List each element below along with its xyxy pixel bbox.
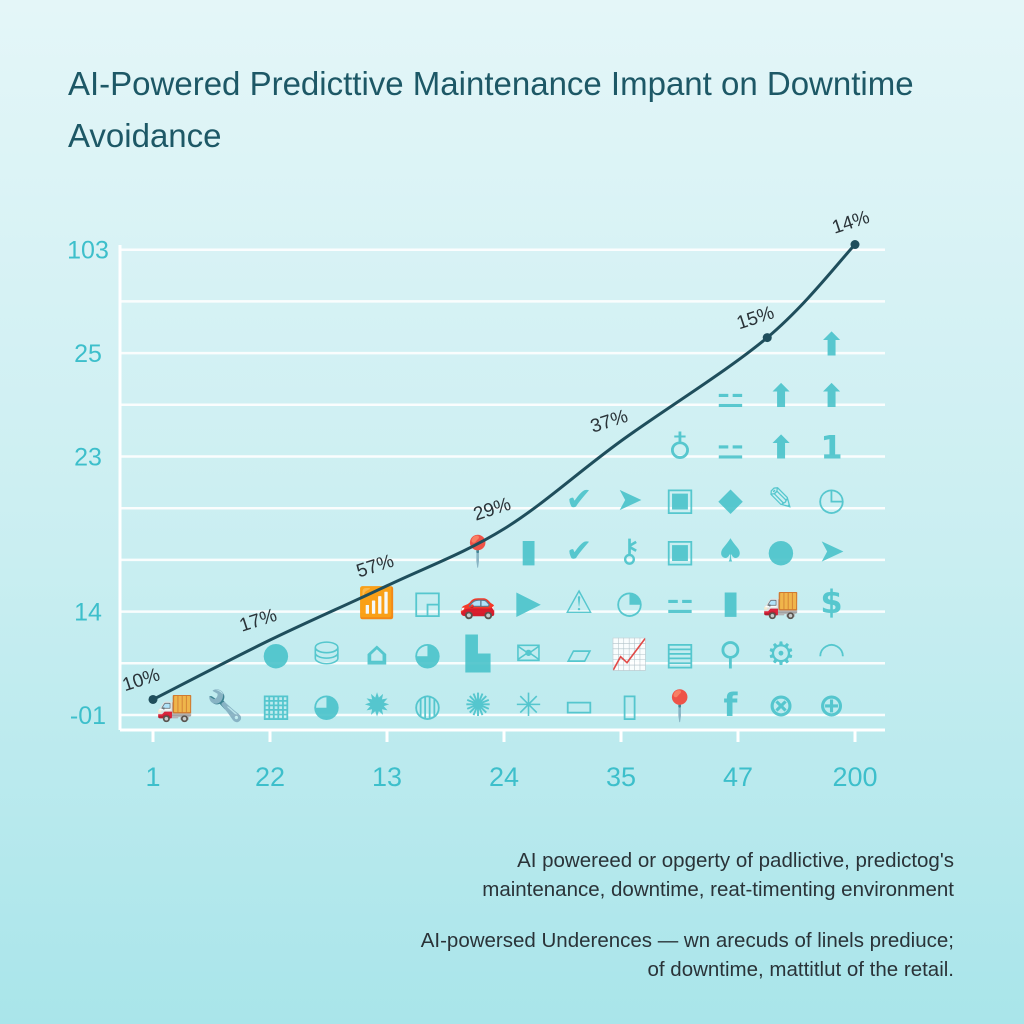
- caption-1: AI powereed or opgerty of padlictive, pr…: [482, 846, 954, 904]
- pictogram-icon: $: [820, 583, 842, 621]
- pictogram-icon: f: [724, 686, 739, 724]
- data-label: 57%: [354, 551, 397, 583]
- pictogram-icon: ◍: [414, 686, 442, 724]
- caption-2: AI-powersed Underences — wn arecuds of l…: [421, 926, 954, 984]
- x-tick-label: 200: [832, 762, 877, 792]
- pictogram-icon: ⬆: [768, 377, 795, 415]
- caption-1-line-2: maintenance, downtime, reat-timenting en…: [482, 878, 954, 901]
- caption-1-line-1: AI powereed or opgerty of padlictive, pr…: [517, 849, 954, 872]
- pictogram-icon: ▣: [665, 532, 695, 570]
- y-tick-label: 14: [74, 599, 102, 627]
- x-tick-label: 1: [145, 762, 160, 792]
- pictogram-icon: ⛁: [313, 635, 340, 673]
- pictogram-icon: ◕: [313, 686, 341, 724]
- pictogram-icon: 🔧: [207, 687, 244, 724]
- pictogram-icon: ⬆: [768, 429, 795, 467]
- pictogram-icon: ▭: [564, 686, 594, 724]
- pictogram-icon: ⬆: [818, 326, 845, 364]
- data-label: 14%: [830, 207, 873, 239]
- y-tick-label: 103: [67, 237, 109, 265]
- pictogram-icon: ➤: [818, 532, 845, 570]
- pictogram-icon: ✔: [566, 532, 593, 570]
- pictogram-icon: ✳: [515, 686, 542, 724]
- data-point: [762, 333, 772, 343]
- pictogram-icon: ⌂: [366, 635, 389, 673]
- x-tick-label: 47: [723, 762, 753, 792]
- pictogram-icon: ♠: [716, 532, 745, 570]
- pictogram-icon: 📈: [611, 637, 648, 673]
- pictogram-icon: ▤: [665, 635, 695, 673]
- pictogram-icon: ✺: [465, 686, 492, 724]
- data-label: 37%: [588, 406, 631, 438]
- pictogram-icon: ⚍: [666, 583, 695, 621]
- y-tick-label: 23: [74, 444, 102, 472]
- pictogram-icon: ✔: [566, 480, 593, 518]
- data-point: [148, 694, 158, 704]
- pictogram-icon: ▯: [621, 686, 639, 724]
- pictogram-icon: ▦: [261, 686, 291, 724]
- x-tick-label: 24: [489, 762, 519, 792]
- pictogram-icon: ⚷: [618, 532, 641, 570]
- pictogram-icon: ⊗: [768, 686, 795, 724]
- pictogram-icon: ◠: [819, 635, 844, 673]
- data-point: [850, 240, 860, 250]
- pictogram-icon: ✎: [768, 480, 795, 518]
- pictogram-icon: ⚍: [716, 429, 745, 467]
- pictogram-icon: ⚙: [767, 635, 796, 673]
- x-tick-label: 22: [255, 762, 285, 792]
- x-tick-label: 35: [606, 762, 636, 792]
- y-tick-label: 25: [74, 340, 102, 368]
- pictogram-icon: ◔: [616, 583, 644, 621]
- pictogram-icon: ⚍: [716, 377, 745, 415]
- pictogram-icon: ▱: [567, 635, 592, 673]
- pictogram-icon: 🚚: [762, 586, 799, 621]
- data-label: 29%: [471, 494, 514, 526]
- chart-title: AI-Powered Predicttive Maintenance Impan…: [68, 65, 914, 154]
- pictogram-icon: ●: [262, 635, 290, 673]
- pictogram-icon: ⊕: [818, 686, 845, 724]
- x-tick-label: 13: [372, 762, 402, 792]
- pictogram-icon: ⚲: [719, 635, 742, 673]
- pictogram-icon: ⚠: [565, 583, 594, 621]
- caption-2-line-2: of downtime, mattitlut of the retail.: [647, 958, 955, 981]
- pictogram-icon: ●: [767, 532, 795, 570]
- pictogram-icon: ◕: [414, 635, 442, 673]
- pictogram-icon: ▙: [465, 635, 492, 673]
- y-tick-label: -01: [70, 702, 106, 730]
- pictogram-icon: ▶: [516, 583, 541, 621]
- pictogram-icon: ▮: [722, 583, 740, 621]
- data-label: 17%: [237, 605, 280, 637]
- caption-2-line-1: AI-powersed Underences — wn arecuds of l…: [420, 929, 954, 952]
- pictogram-icon: ✹: [364, 686, 391, 724]
- pictogram-icon: 1: [820, 429, 842, 467]
- pictogram-icon: ➤: [616, 480, 643, 518]
- pictogram-icon: ⬆: [818, 377, 845, 415]
- pictogram-icon: ♁: [668, 429, 691, 467]
- pictogram-icon: ◷: [818, 480, 846, 518]
- pictogram-icon: ◆: [718, 480, 743, 518]
- pictogram-icon: 📍: [661, 688, 698, 724]
- pictogram-icon: ▣: [665, 480, 695, 518]
- pictogram-icon: ✉: [515, 635, 542, 673]
- data-label: 15%: [734, 302, 777, 334]
- pictogram-icon: ◲: [412, 583, 442, 621]
- pictogram-icon: ▮: [520, 532, 538, 570]
- pictogram-icon: 🚗: [459, 586, 496, 621]
